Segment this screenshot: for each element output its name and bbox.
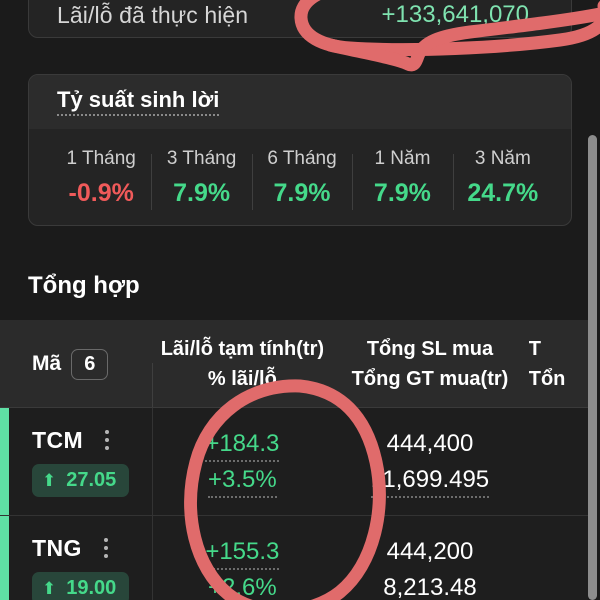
rate-period-label: 1 Tháng [66,148,136,169]
row-price-badge: ⬆ 27.05 [32,463,130,497]
row-gain-indicator-bar [0,516,9,600]
row-quantity-cell: 444,200 8,213.48 [331,516,529,600]
arrow-up-icon: ⬆ [42,578,57,598]
rate-period-value: 24.7% [467,179,539,207]
code-column-label: Mã [32,352,62,375]
row-profit-loss-cell: +184.3 +3.5% [153,408,331,515]
row-ticker[interactable]: TCM [32,426,84,453]
row-pl-value: +155.3 [205,537,280,570]
row-pl-percent: +3.5% [207,465,277,498]
row-price: 27.05 [66,468,117,491]
cut-header-line2: Tổn [528,368,566,390]
row-quantity-cell: 444,400 11,699.495 [331,408,529,515]
realized-pl-card: Lãi/lỗ đã thực hiện +133,641,070 [28,0,572,38]
row-qty: 444,400 [386,429,474,457]
rate-period-label: 1 Năm [374,148,431,169]
rate-of-return-card: Tỷ suất sinh lời 1 Tháng -0.9% 3 Tháng 7… [28,74,572,226]
rate-cell-6-months[interactable]: 6 Tháng 7.9% [251,148,352,210]
rate-cell-3-months[interactable]: 3 Tháng 7.9% [151,148,251,210]
row-gt-wrap: 11,699.495 [331,465,529,498]
rate-period-label: 3 Năm [474,148,531,169]
row-price-badge: ⬆ 19.00 [32,571,130,600]
row-ticker-line: TNG [32,535,153,562]
row-gain-indicator-bar [0,408,9,515]
row-profit-loss-cell: +155.3 +2.6% [153,516,331,600]
row-gt-wrap: 8,213.48 [331,573,529,600]
rate-period-value: 7.9% [173,179,231,207]
table-header-code[interactable]: Mã 6 [0,348,154,423]
row-menu-icon[interactable] [105,430,110,450]
rate-period-value: -0.9% [68,179,134,207]
arrow-up-icon: ⬆ [42,470,57,490]
rate-period-value: 7.9% [373,179,431,207]
pl-header-line1: Lãi/lỗ tạm tính(tr) [160,338,325,360]
row-code-cell: TNG ⬆ 19.00 [0,516,154,600]
row-menu-icon[interactable] [103,538,108,558]
row-code-cell: TCM ⬆ 27.05 [0,408,154,515]
row-pl-percent-wrap: +3.5% [153,465,331,498]
realized-pl-value: +133,641,070 [381,1,529,28]
row-price: 19.00 [66,576,117,599]
cut-header-line1: T [528,338,541,360]
table-row[interactable]: TNG ⬆ 19.00 +155.3 +2.6% 444,200 8,213.4… [0,516,588,600]
row-gt: 11,699.495 [370,465,490,498]
table-header-row: Mã 6 Lãi/lỗ tạm tính(tr) % lãi/lỗ Tổng S… [0,320,588,423]
rate-cell-1-month[interactable]: 1 Tháng -0.9% [51,148,151,208]
table-header-truncated[interactable]: T Tổn [529,334,588,394]
rate-cell-3-years[interactable]: 3 Năm 24.7% [452,148,553,210]
rate-of-return-title: Tỷ suất sinh lời [57,88,220,117]
rate-of-return-grid: 1 Tháng -0.9% 3 Tháng 7.9% 6 Tháng 7.9% … [29,129,571,225]
table-row[interactable]: TCM ⬆ 27.05 +184.3 +3.5% 444,400 11,699.… [0,408,588,516]
vertical-scrollbar[interactable] [588,135,597,600]
rate-period-label: 3 Tháng [166,148,237,169]
table-header-profit-loss[interactable]: Lãi/lỗ tạm tính(tr) % lãi/lỗ [153,334,331,394]
code-count-badge: 6 [71,348,109,380]
row-ticker-line: TCM [32,427,153,454]
rate-of-return-header: Tỷ suất sinh lời [29,75,571,129]
rate-period-label: 6 Tháng [267,148,337,169]
rate-period-value: 7.9% [273,179,331,207]
table-header-quantity[interactable]: Tổng SL mua Tổng GT mua(tr) [331,334,529,394]
row-ticker[interactable]: TNG [32,534,82,561]
pl-header-line2: % lãi/lỗ [207,368,277,390]
realized-pl-label: Lãi/lỗ đã thực hiện [57,2,249,28]
row-pl-percent-wrap: +2.6% [153,573,331,600]
row-pl-percent: +2.6% [207,573,277,600]
row-qty: 444,200 [386,537,474,565]
row-pl-value: +184.3 [205,429,280,462]
row-pl-value-wrap: +155.3 [153,537,331,570]
row-gt: 8,213.48 [383,573,477,600]
qty-header-line1: Tổng SL mua [366,338,494,360]
summary-section-title: Tổng hợp [28,272,140,299]
qty-header-line2: Tổng GT mua(tr) [351,368,509,390]
holdings-table: Mã 6 Lãi/lỗ tạm tính(tr) % lãi/lỗ Tổng S… [0,320,588,600]
rate-cell-1-year[interactable]: 1 Năm 7.9% [352,148,452,210]
row-pl-value-wrap: +184.3 [153,429,331,462]
